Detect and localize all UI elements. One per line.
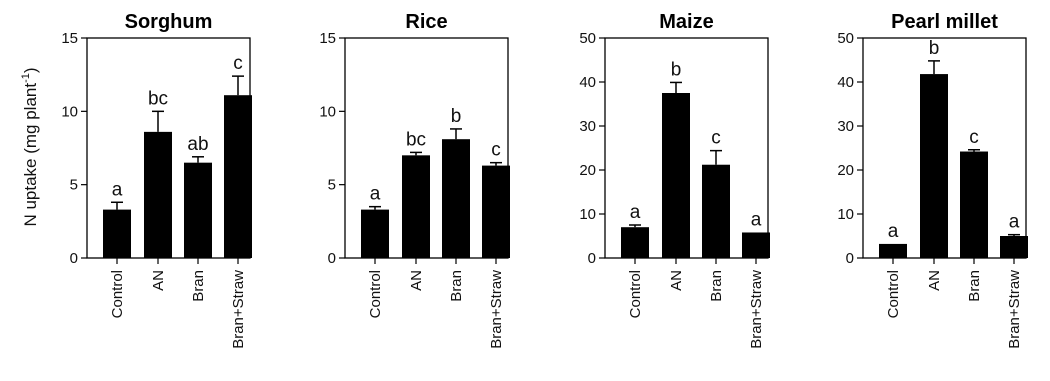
bar [361,209,389,258]
significance-letter: c [491,140,501,161]
panel-title: Sorghum [125,11,213,33]
panel-title: Pearl millet [891,11,998,33]
y-tick-label: 20 [837,162,854,179]
bar [742,232,770,258]
y-tick-label: 10 [579,206,596,223]
y-tick-label: 5 [70,177,78,194]
bar [662,93,690,258]
category-label: Bran [190,270,207,302]
y-tick-label: 10 [319,103,336,120]
panel-title: Rice [405,11,447,33]
bar [184,162,212,258]
bar [879,243,907,258]
y-tick-label: 50 [579,30,596,47]
significance-letter: bc [148,88,168,109]
bar [224,95,252,258]
significance-letter: a [888,221,899,242]
significance-letter: a [112,179,123,200]
category-label: Control [885,270,902,318]
significance-letter: c [233,53,243,74]
y-tick-label: 0 [70,250,78,267]
y-tick-label: 40 [837,74,854,91]
category-label: AN [926,270,943,291]
bar [960,151,988,258]
bar [621,227,649,258]
y-tick-label: 40 [579,74,596,91]
category-label: Control [367,270,384,318]
y-tick-label: 15 [61,30,78,47]
significance-letter: c [969,127,979,148]
y-tick-label: 30 [837,118,854,135]
significance-letter: b [929,38,940,59]
significance-letter: bc [406,129,426,150]
category-label: Bran+Straw [748,270,765,349]
y-tick-label: 10 [61,103,78,120]
significance-letter: a [630,202,641,223]
y-tick-label: 5 [328,177,336,194]
significance-letter: b [671,59,682,80]
y-tick-label: 30 [579,118,596,135]
y-axis-title-superscript: -1 [20,73,32,83]
y-tick-label: 50 [837,30,854,47]
significance-letter: a [370,184,381,205]
y-tick-label: 0 [328,250,336,267]
significance-letter: a [1009,212,1020,233]
bar [442,139,470,258]
bar [402,155,430,258]
category-label: Control [109,270,126,318]
category-label: Bran+Straw [1006,270,1023,349]
category-label: Control [627,270,644,318]
category-label: AN [150,270,167,291]
category-label: Bran+Straw [230,270,247,349]
category-label: AN [408,270,425,291]
y-tick-label: 20 [579,162,596,179]
category-label: Bran [708,270,725,302]
significance-letter: ab [187,134,208,155]
y-axis-title: N uptake (mg plant-1) [20,67,40,226]
bar [920,74,948,258]
bar [144,131,172,258]
bar [482,165,510,258]
significance-letter: a [751,209,762,230]
y-tick-label: 15 [319,30,336,47]
category-label: Bran [448,270,465,302]
y-tick-label: 0 [846,250,854,267]
bar [1000,236,1028,258]
bar [103,209,131,258]
panel-title: Maize [659,11,713,33]
significance-letter: b [451,106,462,127]
y-tick-label: 10 [837,206,854,223]
category-label: Bran [966,270,983,302]
y-axis-title-text: N uptake (mg plant [21,83,40,227]
category-label: AN [668,270,685,291]
significance-letter: c [711,128,721,149]
category-label: Bran+Straw [488,270,505,349]
y-axis-title-close: ) [21,67,40,73]
bar [702,164,730,258]
y-tick-label: 0 [588,250,596,267]
